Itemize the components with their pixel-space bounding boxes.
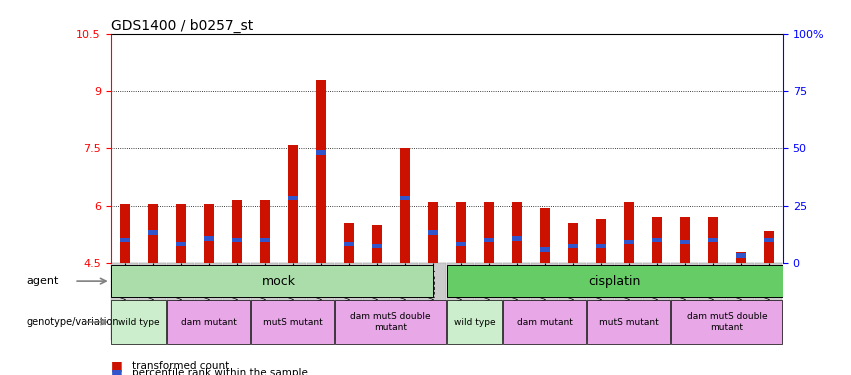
Bar [456,202,465,263]
Bar [251,300,334,344]
Bar [652,238,662,243]
Bar [448,263,474,339]
Text: agent: agent [26,276,59,286]
Bar [531,263,558,339]
Bar [231,238,242,243]
Bar [140,263,166,339]
Bar [148,204,157,263]
Text: mutS mutant: mutS mutant [263,318,323,327]
Bar [223,263,250,339]
Bar [680,240,690,244]
Bar [764,231,774,263]
Bar [624,240,634,244]
Bar [400,148,409,263]
Bar [652,217,662,263]
Text: percentile rank within the sample: percentile rank within the sample [132,368,308,375]
Bar [756,263,782,339]
Bar [111,263,138,339]
Text: transformed count: transformed count [132,361,229,370]
Bar [728,263,754,339]
Bar [288,196,298,200]
Bar [316,80,326,263]
Bar [167,300,250,344]
Text: cisplatin: cisplatin [589,274,641,288]
Bar [167,263,194,339]
Bar [203,204,214,263]
Bar [148,230,157,235]
Text: wild type: wild type [454,318,495,327]
Bar [335,263,363,339]
Bar [111,265,433,297]
Text: GDS1400 / b0257_st: GDS1400 / b0257_st [111,19,253,33]
Text: ■: ■ [111,359,123,372]
Bar [540,248,550,252]
Text: dam mutant: dam mutant [517,318,573,327]
Text: mock: mock [262,274,295,288]
Bar [316,150,326,154]
Bar [195,263,222,339]
Bar [335,300,446,344]
Bar [363,263,391,339]
Bar [484,202,494,263]
Bar [540,208,550,263]
Bar [120,238,129,243]
Bar [764,238,774,243]
Text: wild type: wild type [117,318,159,327]
Text: genotype/variation: genotype/variation [26,317,119,327]
Bar [624,202,634,263]
Bar [260,200,270,263]
Bar [484,238,494,243]
Bar [344,223,354,263]
Bar [176,204,186,263]
Text: dam mutS double
mutant: dam mutS double mutant [351,312,431,332]
Bar [251,263,278,339]
Bar [708,238,717,243]
Bar [512,202,522,263]
Bar [512,236,522,240]
Bar [428,230,437,235]
Text: dam mutant: dam mutant [180,318,237,327]
Text: ■: ■ [111,367,123,375]
Bar [448,300,502,344]
Bar [680,217,690,263]
Bar [568,223,578,263]
Bar [391,263,418,339]
Text: mutS mutant: mutS mutant [599,318,659,327]
Bar [307,263,334,339]
Bar [643,263,671,339]
Bar [559,263,586,339]
Bar [596,219,606,263]
Bar [503,300,586,344]
Bar [372,244,381,248]
Bar [736,252,745,263]
Text: dam mutS double
mutant: dam mutS double mutant [687,312,768,332]
Bar [231,200,242,263]
Bar [448,265,783,297]
Bar [700,263,727,339]
Bar [671,263,699,339]
Bar [120,204,129,263]
Bar [587,300,671,344]
Bar [279,263,306,339]
Bar [372,225,381,263]
Bar [400,196,409,200]
Bar [708,217,717,263]
Bar [176,242,186,246]
Bar [503,263,530,339]
Bar [288,145,298,263]
Bar [596,244,606,248]
Bar [615,263,643,339]
Bar [260,238,270,243]
Bar [587,263,614,339]
Bar [203,236,214,240]
Bar [736,253,745,258]
Bar [111,300,166,344]
Bar [456,242,465,246]
Bar [420,263,446,339]
Bar [671,300,782,344]
Bar [428,202,437,263]
Bar [344,242,354,246]
Bar [476,263,502,339]
Bar [568,244,578,248]
